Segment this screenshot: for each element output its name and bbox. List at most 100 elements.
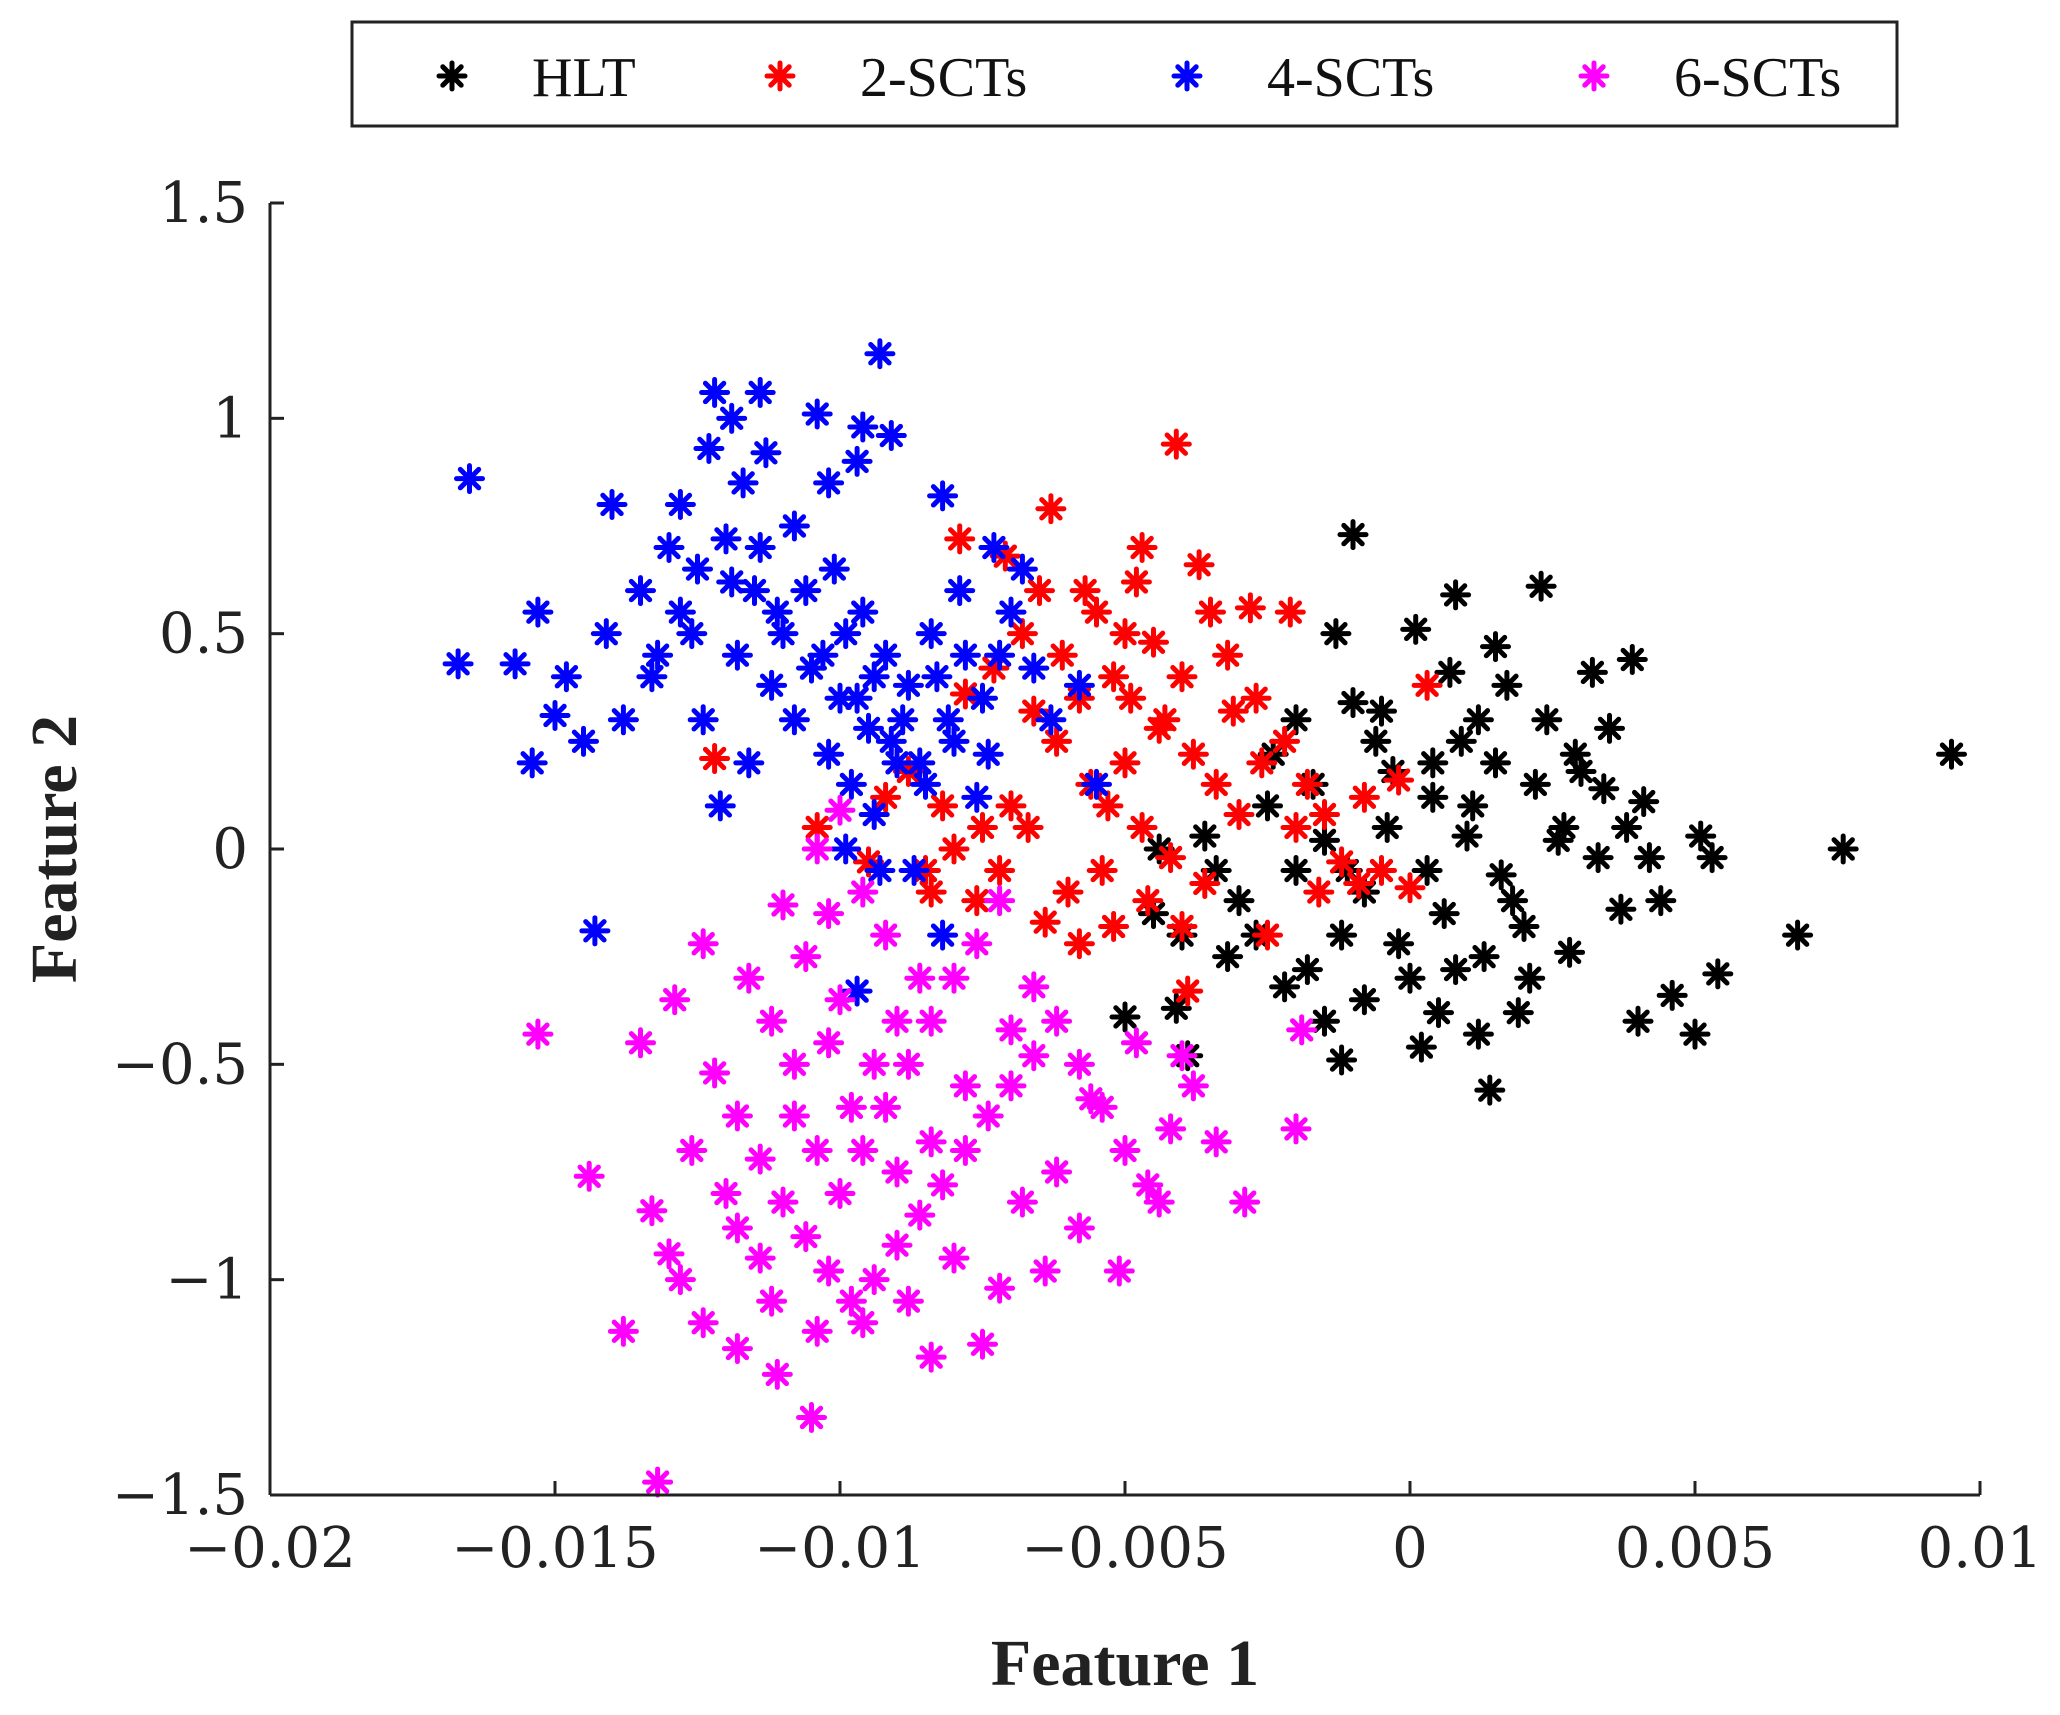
data-point — [1514, 962, 1546, 994]
data-point — [1115, 682, 1147, 714]
data-point — [1559, 738, 1591, 770]
legend-entry: 6-SCTs — [1578, 47, 1841, 109]
data-point — [921, 661, 953, 693]
data-point — [801, 833, 833, 865]
data-point — [442, 648, 474, 680]
data-point — [972, 738, 1004, 770]
data-point — [1508, 911, 1540, 943]
data-point — [1628, 786, 1660, 818]
data-point — [716, 402, 748, 434]
data-point — [1269, 971, 1301, 1003]
data-point — [778, 704, 810, 736]
data-point — [1462, 704, 1494, 736]
data-point — [1024, 575, 1055, 607]
data-point — [778, 1048, 810, 1080]
y-tick-label: −0.5 — [112, 1032, 248, 1097]
data-point — [1081, 596, 1112, 628]
data-point — [1212, 941, 1244, 973]
legend-entry: 4-SCTs — [1171, 47, 1434, 109]
data-point — [778, 1100, 810, 1132]
data-point — [944, 575, 976, 607]
data-point — [984, 855, 1016, 887]
data-point — [835, 768, 867, 800]
data-point — [1166, 1040, 1198, 1072]
data-point — [664, 488, 696, 520]
data-point — [1195, 596, 1226, 628]
data-point — [1457, 790, 1489, 822]
data-point — [881, 1229, 913, 1261]
data-point — [710, 1178, 742, 1210]
data-point — [499, 648, 531, 680]
data-point — [1633, 842, 1665, 874]
data-point — [1177, 1070, 1209, 1102]
data-point — [1212, 639, 1244, 671]
data-point — [1018, 652, 1050, 684]
data-point — [1052, 876, 1084, 908]
data-point — [1468, 941, 1500, 973]
data-point — [887, 704, 919, 736]
data-point — [904, 1199, 936, 1231]
data-point — [636, 1195, 668, 1227]
data-point — [1006, 618, 1038, 650]
data-point — [790, 941, 822, 973]
y-tick-label: 1.5 — [159, 171, 248, 236]
data-point — [961, 885, 993, 917]
data-point — [1462, 1018, 1494, 1050]
data-point — [1217, 695, 1249, 727]
series-6-scts — [522, 794, 1318, 1498]
data-point — [1075, 1083, 1107, 1115]
data-point — [1423, 997, 1454, 1029]
data-point — [1348, 984, 1380, 1016]
data-point — [642, 1466, 674, 1498]
data-point — [1160, 428, 1192, 460]
data-point — [1035, 493, 1067, 525]
data-point — [1223, 885, 1255, 917]
data-point — [938, 962, 970, 994]
data-point — [1138, 626, 1169, 658]
data-point — [1041, 725, 1073, 757]
data-point — [1046, 639, 1078, 671]
data-point — [870, 1091, 902, 1123]
data-point — [1576, 656, 1608, 688]
data-point — [625, 1027, 656, 1059]
data-point — [1291, 954, 1323, 986]
data-point — [761, 596, 793, 628]
data-point — [750, 437, 782, 469]
data-point — [1548, 811, 1580, 843]
data-point — [858, 799, 890, 831]
data-point — [1063, 669, 1095, 701]
data-point — [733, 747, 765, 779]
data-point — [1098, 911, 1130, 943]
data-point — [904, 962, 936, 994]
data-point — [824, 1178, 856, 1210]
data-point — [699, 1057, 731, 1089]
data-point — [727, 467, 759, 499]
data-point — [915, 1126, 947, 1158]
data-point — [1702, 958, 1734, 990]
data-point — [1006, 1186, 1038, 1218]
data-point — [1320, 618, 1352, 650]
x-tick-label: 0 — [1392, 1516, 1428, 1581]
data-point — [699, 376, 731, 408]
data-point — [721, 1333, 753, 1365]
data-point — [1098, 661, 1130, 693]
data-point — [522, 596, 554, 628]
data-point — [550, 661, 582, 693]
data-point — [864, 338, 896, 370]
data-point — [687, 704, 719, 736]
data-point — [516, 747, 548, 779]
data-point — [1588, 773, 1620, 805]
data-point — [813, 467, 845, 499]
data-point — [1303, 876, 1335, 908]
series-2-scts — [699, 428, 1443, 1007]
data-point — [682, 553, 713, 585]
data-point — [910, 768, 941, 800]
data-point — [1155, 842, 1187, 874]
data-point — [1480, 631, 1511, 663]
data-point — [1291, 768, 1323, 800]
data-point — [881, 1156, 913, 1188]
data-point — [870, 639, 902, 671]
data-point — [676, 1134, 708, 1166]
data-point — [1109, 1001, 1141, 1033]
